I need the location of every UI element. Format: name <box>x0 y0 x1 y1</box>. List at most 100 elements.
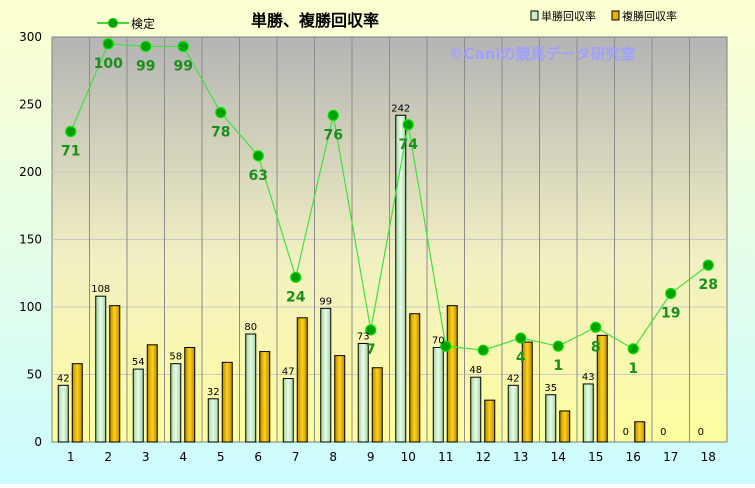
point-kentei <box>177 40 189 53</box>
y-tick-label: 300 <box>19 30 42 44</box>
y-tick-label: 100 <box>19 300 42 314</box>
bar-win <box>545 394 557 443</box>
bar-win <box>432 347 444 443</box>
x-tick-label: 4 <box>179 450 187 464</box>
data-label-kentei: 99 <box>174 58 193 74</box>
bar-win <box>57 384 69 443</box>
point-kentei <box>140 40 152 53</box>
data-label-win: 80 <box>244 322 257 333</box>
x-tick-label: 13 <box>513 450 528 464</box>
x-tick-label: 1 <box>67 450 75 464</box>
legend-swatch-win <box>530 10 539 21</box>
bar-place <box>409 313 421 443</box>
point-kentei <box>65 125 77 138</box>
point-kentei <box>327 109 339 121</box>
bar-win <box>582 383 594 443</box>
x-tick-label: 14 <box>551 450 566 464</box>
data-label-kentei: 19 <box>661 306 680 322</box>
bar-win <box>170 363 182 443</box>
x-tick-label: 6 <box>254 450 262 464</box>
bar-place <box>296 317 308 443</box>
bar-win <box>357 342 369 443</box>
legend-label-kentei: 検定 <box>131 16 155 31</box>
x-tick-label: 7 <box>292 450 300 464</box>
y-tick-label: 200 <box>19 165 42 179</box>
x-tick-label: 11 <box>438 450 453 464</box>
x-tick-label: 9 <box>367 450 375 464</box>
data-label-kentei: 99 <box>136 58 155 74</box>
legend-line-marker <box>108 18 118 28</box>
bar-win <box>95 295 107 443</box>
data-label-win: 0 <box>660 427 666 438</box>
x-tick-label: 17 <box>663 450 678 464</box>
line-kentei <box>70 43 709 351</box>
bar-win <box>245 333 257 443</box>
x-tick-label: 15 <box>588 450 603 464</box>
y-tick-label: 250 <box>19 98 42 112</box>
bars <box>57 114 646 443</box>
bar-win <box>395 114 407 443</box>
point-kentei <box>252 150 264 162</box>
data-label-win: 0 <box>623 427 629 438</box>
bar-place <box>484 399 496 443</box>
legend-label-win: 単勝回収率 <box>541 9 596 23</box>
data-label-kentei: 71 <box>61 144 80 160</box>
point-kentei <box>627 343 639 355</box>
data-label-kentei: 74 <box>399 137 419 153</box>
data-label-win: 48 <box>469 365 482 376</box>
data-label-win: 73 <box>357 331 370 342</box>
point-kentei <box>477 344 489 356</box>
bar-place <box>559 410 571 443</box>
point-kentei <box>515 332 527 344</box>
data-label-win: 0 <box>698 427 704 438</box>
bar-win <box>470 376 482 443</box>
bar-place <box>259 351 271 443</box>
data-label-kentei: 1 <box>628 361 638 377</box>
bar-win <box>282 378 294 443</box>
bar-place <box>71 363 83 443</box>
x-tick-label: 3 <box>142 450 150 464</box>
x-tick-label: 5 <box>217 450 225 464</box>
bar-place <box>221 361 233 443</box>
line-series <box>65 38 714 356</box>
data-label-kentei: 24 <box>286 289 306 305</box>
bar-place <box>446 305 458 443</box>
data-label-win: 242 <box>391 103 410 114</box>
data-label-win: 108 <box>91 284 110 295</box>
data-label-win: 42 <box>507 373 520 384</box>
data-label-kentei: 78 <box>211 125 230 141</box>
bar-place <box>334 355 346 443</box>
data-label-win: 47 <box>282 367 295 378</box>
data-label-kentei: 28 <box>699 277 718 293</box>
data-label-win: 42 <box>57 373 70 384</box>
x-tick-label: 8 <box>329 450 337 464</box>
bar-place <box>146 344 158 443</box>
y-tick-label: 50 <box>27 368 42 382</box>
data-label-win: 58 <box>169 352 182 363</box>
bar-win <box>507 384 519 443</box>
point-kentei <box>215 106 227 119</box>
bar-win <box>207 398 219 443</box>
point-kentei <box>440 340 452 352</box>
point-kentei <box>365 324 377 336</box>
data-label-win: 54 <box>132 357 145 368</box>
x-tick-label: 16 <box>626 450 641 464</box>
y-tick-label: 150 <box>19 233 42 247</box>
data-label-win: 70 <box>432 336 445 347</box>
point-kentei <box>290 271 302 283</box>
y-tick-label: 0 <box>34 435 42 449</box>
x-tick-label: 10 <box>401 450 416 464</box>
bar-place <box>521 341 533 443</box>
data-label-kentei: 63 <box>249 168 268 184</box>
legend: 検定 単勝回収率 複勝回収率 <box>97 9 677 31</box>
data-label-kentei: 76 <box>324 127 343 143</box>
point-kentei <box>552 340 564 352</box>
x-tick-label: 12 <box>476 450 491 464</box>
bar-place <box>634 421 646 443</box>
point-kentei <box>102 38 114 50</box>
bar-win <box>132 368 144 443</box>
grid <box>52 37 727 442</box>
